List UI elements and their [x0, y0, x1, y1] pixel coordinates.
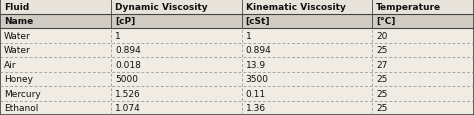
Text: 1.36: 1.36: [246, 103, 265, 112]
Bar: [372, 72, 474, 86]
Bar: [372, 43, 474, 58]
Bar: [372, 0, 474, 14]
Text: Name: Name: [4, 17, 33, 26]
Text: Air: Air: [4, 60, 16, 69]
Bar: [111, 43, 242, 58]
Text: 1: 1: [115, 32, 121, 40]
Text: Mercury: Mercury: [4, 89, 41, 98]
Bar: [372, 14, 474, 29]
Text: Dynamic Viscosity: Dynamic Viscosity: [115, 3, 208, 12]
Bar: [111, 86, 242, 101]
Text: 27: 27: [376, 60, 387, 69]
Bar: [0, 58, 111, 72]
Text: 0.894: 0.894: [246, 46, 271, 55]
Text: 20: 20: [376, 32, 387, 40]
Text: 5000: 5000: [115, 75, 138, 83]
Text: 0.11: 0.11: [246, 89, 265, 98]
Text: 25: 25: [376, 46, 387, 55]
Text: 1.074: 1.074: [115, 103, 141, 112]
Text: Temperature: Temperature: [376, 3, 441, 12]
Bar: [111, 101, 242, 115]
Bar: [0, 86, 111, 101]
Text: 25: 25: [376, 75, 387, 83]
Text: 3500: 3500: [246, 75, 269, 83]
Bar: [0, 72, 111, 86]
Bar: [242, 72, 372, 86]
Bar: [0, 101, 111, 115]
Text: [°C]: [°C]: [376, 17, 395, 26]
Text: Water: Water: [4, 32, 30, 40]
Text: Kinematic Viscosity: Kinematic Viscosity: [246, 3, 346, 12]
Bar: [372, 101, 474, 115]
Bar: [0, 14, 111, 29]
Text: 1.526: 1.526: [115, 89, 141, 98]
Text: 0.018: 0.018: [115, 60, 141, 69]
Bar: [242, 14, 372, 29]
Bar: [111, 58, 242, 72]
Bar: [111, 29, 242, 43]
Text: Water: Water: [4, 46, 30, 55]
Bar: [0, 29, 111, 43]
Text: [cP]: [cP]: [115, 17, 136, 26]
Text: [cSt]: [cSt]: [246, 17, 270, 26]
Bar: [242, 29, 372, 43]
Bar: [242, 58, 372, 72]
Bar: [372, 86, 474, 101]
Text: 25: 25: [376, 103, 387, 112]
Bar: [242, 101, 372, 115]
Text: 25: 25: [376, 89, 387, 98]
Bar: [111, 14, 242, 29]
Bar: [242, 86, 372, 101]
Text: Fluid: Fluid: [4, 3, 29, 12]
Bar: [372, 58, 474, 72]
Bar: [372, 29, 474, 43]
Text: Honey: Honey: [4, 75, 33, 83]
Bar: [0, 0, 111, 14]
Bar: [242, 0, 372, 14]
Text: 13.9: 13.9: [246, 60, 265, 69]
Bar: [111, 0, 242, 14]
Text: Ethanol: Ethanol: [4, 103, 38, 112]
Text: 1: 1: [246, 32, 251, 40]
Bar: [0, 43, 111, 58]
Text: 0.894: 0.894: [115, 46, 141, 55]
Bar: [111, 72, 242, 86]
Bar: [242, 43, 372, 58]
